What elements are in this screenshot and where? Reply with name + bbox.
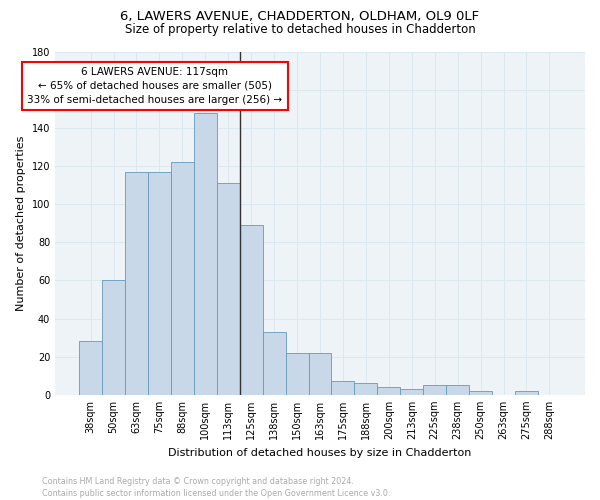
Bar (102, 280, 125, 395)
Bar (239, 225, 263, 395)
Text: 6 LAWERS AVENUE: 117sqm
← 65% of detached houses are smaller (505)
33% of semi-d: 6 LAWERS AVENUE: 117sqm ← 65% of detache… (27, 67, 283, 105)
Bar (194, 112, 217, 395)
X-axis label: Distribution of detached houses by size in Chadderton: Distribution of detached houses by size … (169, 448, 472, 458)
Y-axis label: Number of detached properties: Number of detached properties (16, 136, 26, 311)
Bar (377, 387, 400, 395)
Bar (355, 384, 377, 395)
Bar (400, 389, 423, 395)
Bar (286, 353, 308, 395)
Bar (308, 353, 331, 395)
Bar (331, 382, 355, 395)
Bar (171, 162, 194, 395)
Bar (446, 386, 469, 395)
Bar (263, 332, 286, 395)
Bar (125, 172, 148, 395)
Text: Contains HM Land Registry data © Crown copyright and database right 2024.
Contai: Contains HM Land Registry data © Crown c… (42, 476, 391, 498)
Text: 6, LAWERS AVENUE, CHADDERTON, OLDHAM, OL9 0LF: 6, LAWERS AVENUE, CHADDERTON, OLDHAM, OL… (121, 10, 479, 23)
Bar (79, 342, 102, 395)
Text: Size of property relative to detached houses in Chadderton: Size of property relative to detached ho… (125, 22, 475, 36)
Bar (469, 391, 492, 395)
Bar (515, 391, 538, 395)
Bar (148, 172, 171, 395)
Bar (217, 183, 239, 395)
Bar (423, 386, 446, 395)
